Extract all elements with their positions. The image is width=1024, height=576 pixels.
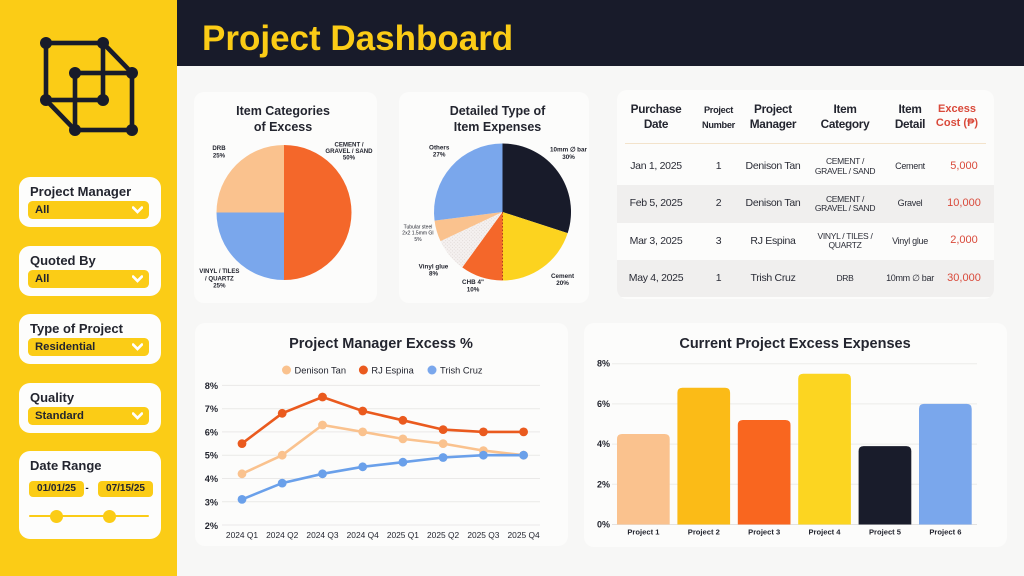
svg-text:25%: 25% [213, 153, 226, 160]
svg-text:/ QUARTZ: / QUARTZ [205, 275, 234, 282]
svg-text:2025 Q4: 2025 Q4 [508, 530, 540, 540]
svg-text:RJ Espina: RJ Espina [371, 366, 414, 376]
svg-text:GRAVEL / SAND: GRAVEL / SAND [325, 148, 373, 155]
svg-text:2025 Q1: 2025 Q1 [387, 530, 419, 540]
svg-text:7%: 7% [205, 404, 218, 414]
svg-text:2024 Q2: 2024 Q2 [266, 530, 298, 540]
svg-text:10%: 10% [467, 287, 480, 294]
svg-text:5%: 5% [205, 451, 218, 461]
svg-text:Others: Others [429, 144, 450, 151]
svg-text:CHB 4": CHB 4" [462, 279, 484, 286]
svg-text:Project 2: Project 2 [688, 528, 720, 537]
svg-text:2024 Q4: 2024 Q4 [347, 530, 379, 540]
svg-text:8%: 8% [205, 381, 218, 391]
svg-text:6%: 6% [597, 399, 610, 409]
svg-text:Current Project Excess Expense: Current Project Excess Expenses [679, 336, 910, 352]
svg-text:Trish Cruz: Trish Cruz [440, 366, 483, 376]
svg-text:20%: 20% [556, 280, 569, 287]
svg-text:Project 3: Project 3 [748, 528, 780, 537]
svg-text:5%: 5% [414, 237, 422, 243]
svg-text:2%: 2% [597, 479, 610, 489]
svg-text:8%: 8% [597, 359, 610, 369]
svg-text:2024 Q3: 2024 Q3 [306, 530, 338, 540]
svg-text:0%: 0% [597, 520, 610, 530]
svg-text:2%: 2% [205, 521, 218, 531]
svg-text:Vinyl glue: Vinyl glue [419, 264, 449, 271]
svg-text:Tubular steel: Tubular steel [404, 225, 433, 231]
svg-text:2025 Q2: 2025 Q2 [427, 530, 459, 540]
svg-text:10mm ∅ bar: 10mm ∅ bar [550, 147, 588, 154]
svg-text:2025 Q3: 2025 Q3 [467, 530, 499, 540]
svg-text:Item Categories: Item Categories [236, 104, 330, 118]
svg-text:Project 4: Project 4 [808, 528, 841, 537]
svg-text:50%: 50% [343, 155, 356, 162]
svg-text:Item Expenses: Item Expenses [454, 120, 542, 134]
svg-text:CEMENT /: CEMENT / [334, 141, 363, 148]
svg-text:4%: 4% [205, 474, 218, 484]
svg-text:25%: 25% [213, 283, 226, 290]
svg-text:2x2 1.5mm GI: 2x2 1.5mm GI [402, 231, 433, 237]
svg-text:VINYL / TILES: VINYL / TILES [199, 268, 239, 275]
svg-text:27%: 27% [433, 152, 446, 159]
svg-text:Project Manager Excess %: Project Manager Excess % [289, 336, 473, 352]
svg-text:Cement: Cement [551, 273, 575, 280]
svg-text:Project 5: Project 5 [869, 528, 902, 537]
svg-text:2024 Q1: 2024 Q1 [226, 530, 258, 540]
svg-text:of Excess: of Excess [254, 120, 312, 134]
svg-text:DRB: DRB [212, 145, 226, 152]
svg-text:Denison Tan: Denison Tan [295, 366, 347, 376]
svg-text:Detailed Type of: Detailed Type of [450, 104, 546, 118]
svg-text:3%: 3% [205, 497, 218, 507]
svg-text:30%: 30% [562, 154, 575, 161]
svg-text:Project 1: Project 1 [627, 528, 660, 537]
svg-text:4%: 4% [597, 439, 610, 449]
svg-text:Project 6: Project 6 [929, 528, 961, 537]
svg-text:6%: 6% [205, 427, 218, 437]
svg-text:8%: 8% [429, 271, 439, 278]
